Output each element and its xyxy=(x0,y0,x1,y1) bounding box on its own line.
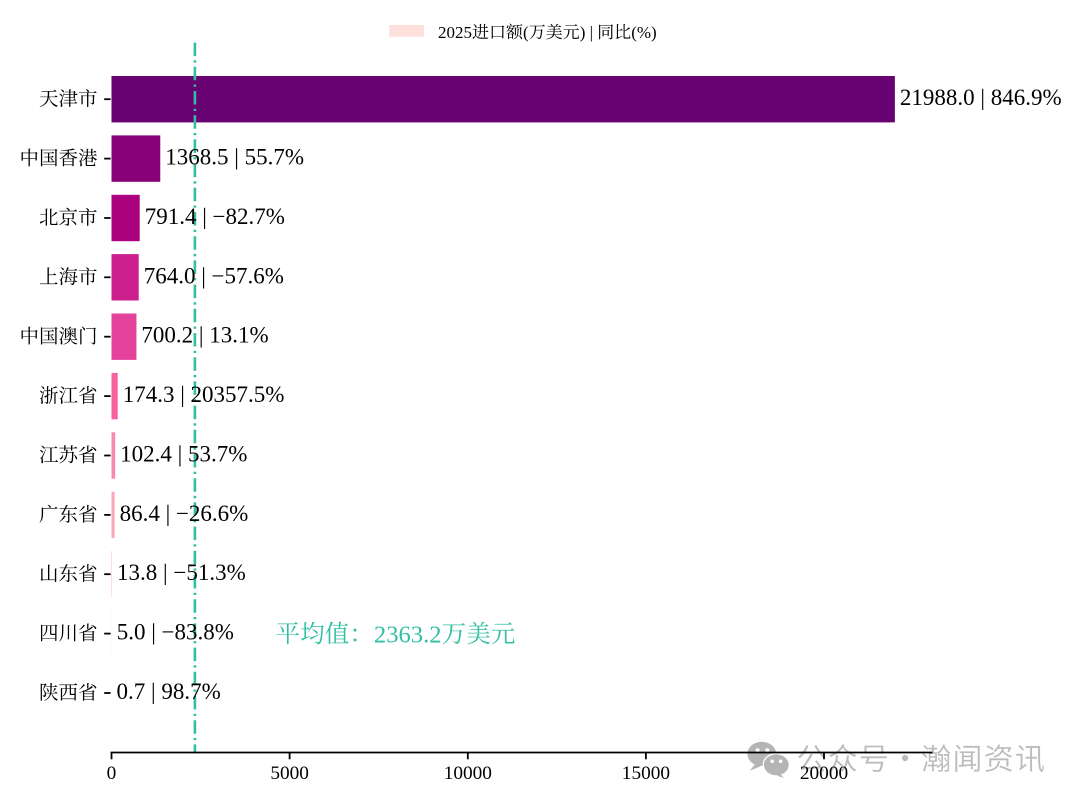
svg-text:5000: 5000 xyxy=(270,763,309,784)
svg-text:2025: 2025 xyxy=(438,23,472,42)
svg-text:0.7 | 98.7%: 0.7 | 98.7% xyxy=(117,679,221,704)
svg-text:(: ( xyxy=(523,23,529,42)
svg-text:21988.0 | 846.9%: 21988.0 | 846.9% xyxy=(900,85,1062,110)
svg-text:86.4 | −26.6%: 86.4 | −26.6% xyxy=(120,501,249,526)
svg-text:2363.2: 2363.2 xyxy=(374,621,442,648)
svg-text:764.0 | −57.6%: 764.0 | −57.6% xyxy=(144,263,284,288)
svg-text:13.8 | −51.3%: 13.8 | −51.3% xyxy=(117,560,246,585)
svg-text:) |: ) | xyxy=(580,23,593,42)
svg-text:20000: 20000 xyxy=(800,763,848,784)
svg-text:5.0 | −83.8%: 5.0 | −83.8% xyxy=(117,620,234,645)
svg-text:791.4 | −82.7%: 791.4 | −82.7% xyxy=(145,204,285,229)
svg-text:174.3 | 20357.5%: 174.3 | 20357.5% xyxy=(123,382,285,407)
svg-text:15000: 15000 xyxy=(622,763,670,784)
svg-text:700.2 | 13.1%: 700.2 | 13.1% xyxy=(141,323,268,348)
svg-text:102.4 | 53.7%: 102.4 | 53.7% xyxy=(120,442,247,467)
svg-text:10000: 10000 xyxy=(444,763,492,784)
svg-text:(%): (%) xyxy=(631,23,656,42)
svg-text:0: 0 xyxy=(107,763,117,784)
svg-text:1368.5 | 55.7%: 1368.5 | 55.7% xyxy=(165,145,304,170)
